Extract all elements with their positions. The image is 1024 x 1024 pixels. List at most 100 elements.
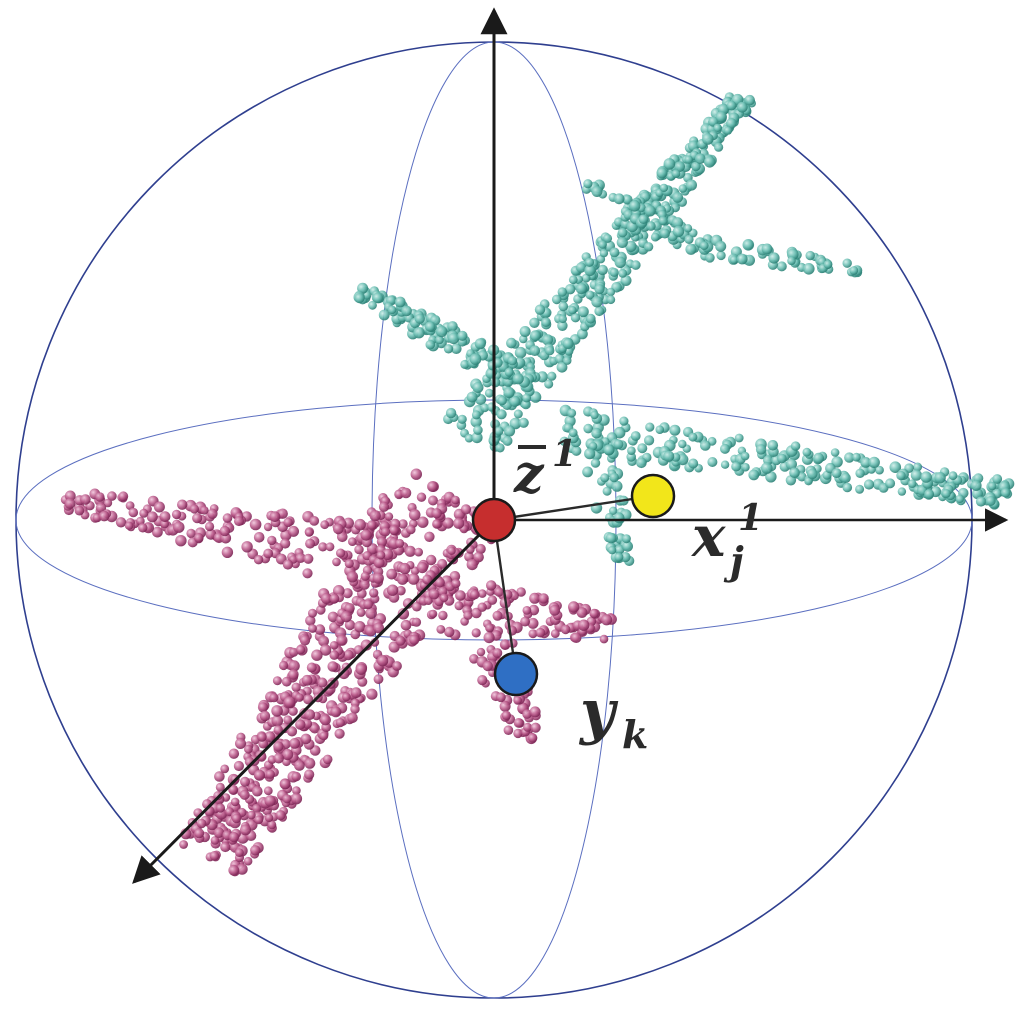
magenta-point: [396, 585, 406, 596]
teal-point: [663, 158, 676, 170]
magenta-point: [295, 693, 304, 702]
teal-point: [741, 462, 750, 472]
teal-point: [414, 313, 425, 324]
magenta-point: [228, 748, 240, 759]
magenta-point: [560, 624, 571, 635]
teal-point: [656, 167, 668, 179]
magenta-point: [329, 641, 339, 650]
magenta-point: [477, 602, 487, 612]
teal-point-cloud: [353, 92, 1015, 567]
magenta-point: [400, 619, 412, 631]
teal-point: [924, 489, 935, 500]
teal-point: [591, 296, 603, 308]
magenta-point: [395, 538, 405, 548]
teal-point: [700, 440, 711, 451]
magenta-point: [288, 660, 300, 672]
teal-point: [797, 472, 807, 482]
magenta-point: [453, 517, 465, 529]
teal-point: [413, 327, 425, 339]
teal-point: [767, 440, 779, 451]
magenta-point: [252, 803, 262, 814]
teal-point: [600, 473, 610, 483]
teal-point: [620, 552, 631, 563]
magenta-point: [528, 629, 538, 639]
source-point-label-base: y: [578, 677, 619, 747]
magenta-point: [231, 813, 242, 824]
magenta-point: [118, 491, 129, 502]
teal-point: [584, 448, 596, 460]
teal-point: [457, 330, 468, 341]
magenta-point: [241, 541, 253, 553]
centroid-label: z 1: [513, 433, 577, 505]
teal-point: [713, 123, 722, 132]
teal-point: [387, 305, 397, 315]
teal-point: [603, 444, 615, 456]
teal-point: [519, 334, 528, 344]
magenta-point: [196, 818, 207, 829]
teal-point: [885, 478, 896, 489]
teal-point: [714, 142, 724, 152]
magenta-point: [249, 518, 262, 531]
teal-point: [621, 534, 631, 544]
magenta-point: [263, 786, 273, 796]
teal-point: [599, 248, 609, 258]
magenta-point: [282, 749, 294, 761]
magenta-point: [451, 578, 461, 589]
teal-point: [789, 467, 800, 479]
teal-point: [522, 393, 531, 403]
magenta-point: [538, 593, 549, 604]
teal-point: [674, 161, 685, 173]
magenta-point: [416, 562, 428, 574]
magenta-point: [438, 586, 448, 596]
magenta-point: [289, 647, 299, 657]
teal-point: [590, 410, 599, 420]
teal-point: [472, 382, 484, 393]
teal-point: [844, 452, 855, 463]
magenta-point: [570, 632, 582, 643]
teal-point: [672, 192, 684, 203]
teal-point: [802, 447, 812, 457]
teal-point: [496, 409, 507, 420]
teal-point: [575, 262, 587, 273]
teal-point: [598, 240, 607, 249]
teal-point: [863, 479, 875, 490]
centroid-dot-icon: [471, 497, 517, 543]
magenta-point: [386, 584, 399, 596]
teal-point: [568, 428, 578, 438]
teal-point: [622, 540, 633, 552]
magenta-point: [439, 593, 449, 603]
magenta-point: [299, 635, 311, 646]
magenta-point: [173, 521, 185, 533]
centroid-label-base: z: [513, 444, 545, 505]
teal-point: [691, 161, 701, 172]
magenta-point: [311, 649, 323, 661]
magenta-point: [372, 572, 384, 584]
magenta-point: [273, 741, 284, 752]
teal-point: [530, 330, 541, 342]
teal-point: [726, 100, 737, 111]
magenta-point: [235, 848, 244, 857]
teal-point: [562, 356, 572, 365]
magenta-point: [424, 531, 435, 542]
teal-point: [726, 118, 737, 129]
magenta-point: [139, 508, 149, 518]
teal-point: [734, 433, 744, 443]
y-axis-arrow: [132, 518, 496, 884]
magenta-point: [354, 544, 364, 555]
teal-point: [447, 332, 460, 345]
teal-point: [630, 431, 641, 441]
teal-point: [988, 481, 997, 491]
magenta-point: [194, 828, 205, 839]
magenta-point: [466, 559, 478, 571]
teal-point: [659, 228, 670, 239]
teal-point: [443, 344, 454, 354]
teal-point: [896, 470, 906, 481]
magenta-point: [329, 593, 340, 604]
teal-point: [611, 480, 623, 492]
magenta-point: [286, 726, 298, 737]
teal-point: [736, 253, 748, 265]
teal-point: [518, 417, 529, 428]
magenta-point: [344, 558, 354, 569]
magenta-point: [336, 548, 346, 558]
magenta-point: [319, 731, 329, 741]
